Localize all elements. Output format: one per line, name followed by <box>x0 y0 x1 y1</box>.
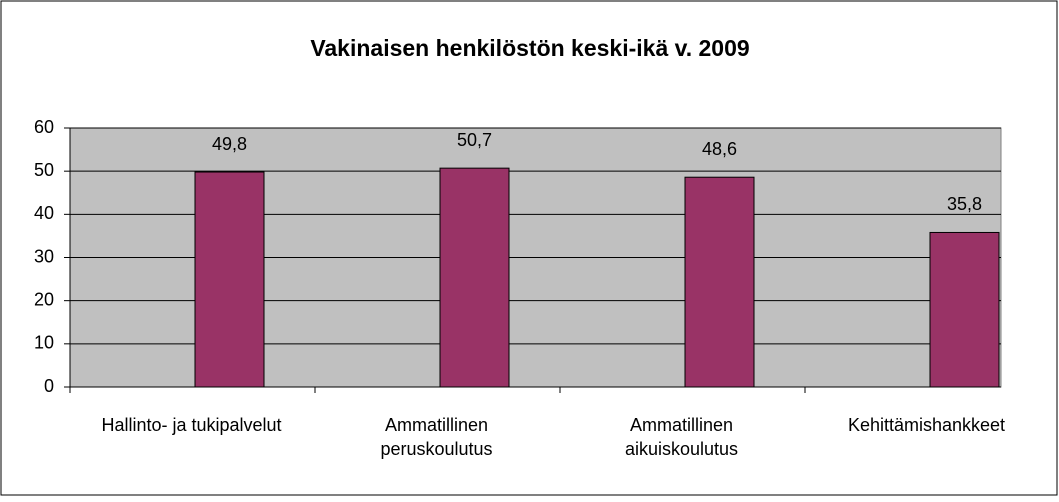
y-tick-label: 60 <box>34 117 54 137</box>
value-label: 35,8 <box>947 194 982 214</box>
value-label: 50,7 <box>457 130 492 150</box>
value-label: 48,6 <box>702 139 737 159</box>
chart-title: Vakinaisen henkilöstön keski-ikä v. 2009 <box>310 35 749 61</box>
x-tick-label: Hallinto- ja tukipalvelut <box>101 415 281 435</box>
y-tick-label: 30 <box>34 246 54 266</box>
y-tick-label: 10 <box>34 333 54 353</box>
bar <box>194 171 265 388</box>
x-tick-label: Ammatillinen peruskoulutus <box>380 415 492 459</box>
bar <box>929 231 1000 388</box>
value-label: 49,8 <box>212 134 247 154</box>
bar <box>684 176 755 388</box>
y-tick-label: 50 <box>34 160 54 180</box>
y-tick-label: 40 <box>34 203 54 223</box>
y-tick-label: 0 <box>44 376 54 396</box>
x-tick-label: Ammatillinen aikuiskoulutus <box>625 415 738 459</box>
bar <box>439 167 510 388</box>
y-tick-label: 20 <box>34 289 54 309</box>
x-tick-label: Kehittämishankkeet <box>848 415 1005 435</box>
